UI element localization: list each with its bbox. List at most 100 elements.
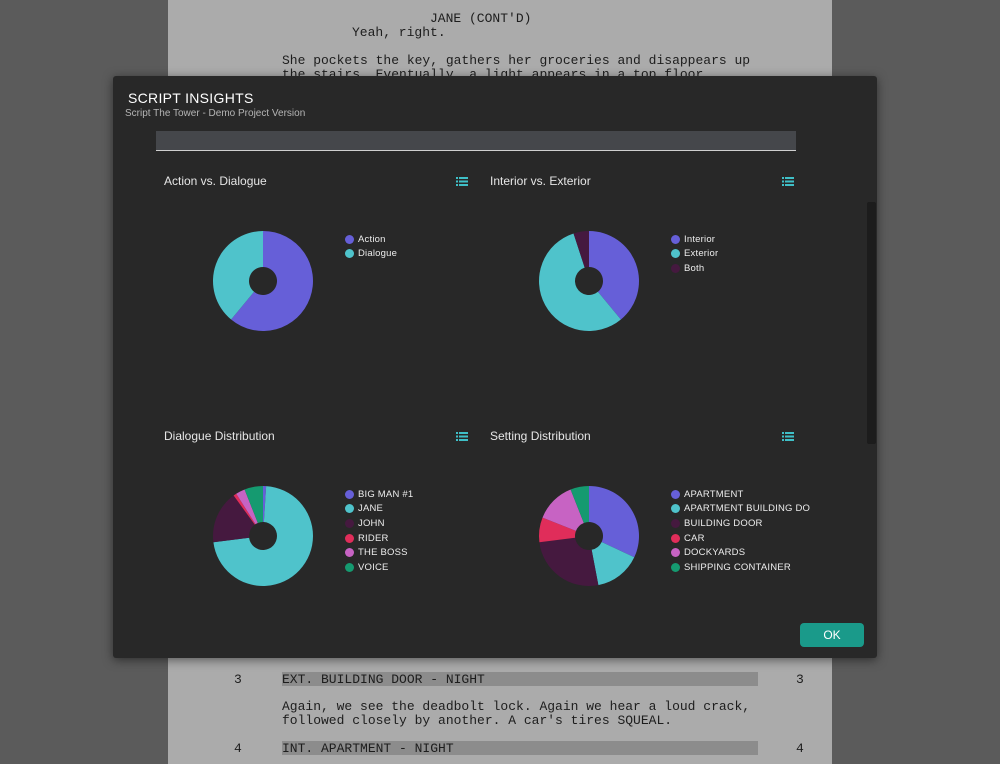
legend-item-both[interactable]: Both <box>671 261 718 276</box>
legend-item-apartment-building-do[interactable]: APARTMENT BUILDING DO <box>671 502 810 517</box>
pie-slice-shipping-container[interactable] <box>570 486 589 523</box>
legend-swatch <box>345 533 354 543</box>
legend-label: VOICE <box>358 561 389 573</box>
legend-label: Dialogue <box>358 248 398 260</box>
legend-swatch <box>345 562 354 572</box>
pie-slice-apartment[interactable] <box>589 486 639 558</box>
chart-legend: BIG MAN #1 JANE JOHN RIDER THE BOSS VOICE <box>345 487 413 575</box>
legend-swatch <box>671 518 680 528</box>
legend-swatch <box>671 562 680 572</box>
donut-chart <box>213 231 313 331</box>
legend-item-john[interactable]: JOHN <box>345 516 413 531</box>
legend-label: DOCKYARDS <box>684 547 746 559</box>
legend-label: RIDER <box>358 532 389 544</box>
chart-panel-action-dialogue: Action vs. Dialogue Action Dialogue <box>164 174 474 404</box>
list-icon[interactable] <box>782 176 794 187</box>
chart-legend: Action Dialogue <box>345 232 397 261</box>
legend-item-voice[interactable]: VOICE <box>345 560 413 575</box>
pie-slice-action[interactable] <box>231 231 313 331</box>
list-icon[interactable] <box>456 176 468 187</box>
legend-swatch <box>345 489 354 499</box>
list-icon[interactable] <box>456 431 468 442</box>
pie-slice-interior[interactable] <box>589 231 639 320</box>
legend-swatch <box>671 263 680 273</box>
legend-item-interior[interactable]: Interior <box>671 232 718 247</box>
chart-legend: APARTMENT APARTMENT BUILDING DO BUILDING D… <box>671 487 810 575</box>
legend-swatch <box>671 504 680 514</box>
scene-heading[interactable]: EXT. BUILDING DOOR - NIGHT <box>282 672 485 687</box>
chart-panel-dialogue-distribution: Dialogue Distribution BIG MAN #1 JANE JOHN… <box>164 429 474 659</box>
legend-swatch <box>345 548 354 558</box>
scrollbar[interactable] <box>867 202 876 444</box>
legend-swatch <box>671 249 680 259</box>
character-name: JANE (CONT'D) <box>430 11 532 26</box>
action-line: Again, we see the deadbolt lock. Again w… <box>282 699 751 714</box>
legend-swatch <box>671 533 680 543</box>
legend-item-action[interactable]: Action <box>345 232 397 247</box>
scene-number-right: 4 <box>796 741 804 756</box>
chart-legend: Interior Exterior Both <box>671 232 718 276</box>
pie-slice-both[interactable] <box>573 231 589 268</box>
dialogue-line: Yeah, right. <box>352 25 446 40</box>
ok-button[interactable]: OK <box>800 623 864 647</box>
pie-slice-rider[interactable] <box>233 493 256 525</box>
action-line: followed closely by another. A car's tir… <box>282 713 673 728</box>
legend-label: Both <box>684 262 705 274</box>
legend-label: APARTMENT BUILDING DO <box>684 503 811 515</box>
legend-label: APARTMENT <box>684 488 744 500</box>
legend-label: JANE <box>358 503 384 515</box>
scene-number-right: 3 <box>796 672 804 687</box>
legend-item-building-door[interactable]: BUILDING DOOR <box>671 516 810 531</box>
legend-item-big-man-1[interactable]: BIG MAN #1 <box>345 487 413 502</box>
legend-label: Interior <box>684 233 716 245</box>
legend-swatch <box>345 518 354 528</box>
legend-label: CAR <box>684 532 705 544</box>
scene-number-left: 3 <box>234 672 242 687</box>
legend-item-shipping-container[interactable]: SHIPPING CONTAINER <box>671 560 810 575</box>
legend-item-dockyards[interactable]: DOCKYARDS <box>671 545 810 560</box>
pie-slice-the-boss[interactable] <box>236 489 258 525</box>
modal-subtitle: Script The Tower - Demo Project Version <box>125 108 306 119</box>
legend-item-exterior[interactable]: Exterior <box>671 247 718 262</box>
legend-item-apartment[interactable]: APARTMENT <box>671 487 810 502</box>
legend-label: THE BOSS <box>358 547 408 559</box>
pie-slice-jane[interactable] <box>213 486 313 586</box>
pie-slice-dialogue[interactable] <box>213 231 263 320</box>
legend-swatch <box>345 249 354 259</box>
legend-label: BIG MAN #1 <box>358 488 414 500</box>
script-insights-modal: SCRIPT INSIGHTS Script The Tower - Demo … <box>113 76 877 658</box>
legend-swatch <box>345 234 354 244</box>
pie-slice-big-man-1[interactable] <box>263 486 267 523</box>
pie-slice-dockyards[interactable] <box>542 489 584 531</box>
action-line: She pockets the key, gathers her groceri… <box>282 53 751 68</box>
legend-item-car[interactable]: CAR <box>671 531 810 546</box>
chart-title: Setting Distribution <box>490 429 591 443</box>
scene-heading[interactable]: INT. APARTMENT - NIGHT <box>282 741 454 756</box>
pie-slice-car[interactable] <box>539 517 576 543</box>
tab-bar[interactable] <box>156 131 796 151</box>
legend-item-dialogue[interactable]: Dialogue <box>345 247 397 262</box>
legend-item-rider[interactable]: RIDER <box>345 531 413 546</box>
legend-label: Action <box>358 233 386 245</box>
list-icon[interactable] <box>782 431 794 442</box>
scene-number-left: 4 <box>234 741 242 756</box>
pie-slice-john[interactable] <box>213 495 255 543</box>
donut-chart <box>539 231 639 331</box>
pie-slice-voice[interactable] <box>244 486 263 523</box>
chart-panel-setting-distribution: Setting Distribution APARTMENT APARTMENT … <box>490 429 810 659</box>
legend-label: BUILDING DOOR <box>684 517 763 529</box>
chart-title: Dialogue Distribution <box>164 429 275 443</box>
legend-item-the-boss[interactable]: THE BOSS <box>345 545 413 560</box>
chart-title: Interior vs. Exterior <box>490 174 591 188</box>
legend-label: SHIPPING CONTAINER <box>684 561 791 573</box>
legend-swatch <box>671 234 680 244</box>
pie-slice-exterior[interactable] <box>539 233 621 331</box>
chart-panel-interior-exterior: Interior vs. Exterior Interior Exterior Bo… <box>490 174 800 404</box>
donut-chart <box>213 486 313 586</box>
legend-item-jane[interactable]: JANE <box>345 502 413 517</box>
pie-slice-building-door[interactable] <box>539 537 599 586</box>
legend-swatch <box>345 504 354 514</box>
modal-title: SCRIPT INSIGHTS <box>128 90 254 106</box>
chart-title: Action vs. Dialogue <box>164 174 267 188</box>
pie-slice-apartment-building-do[interactable] <box>591 541 635 586</box>
